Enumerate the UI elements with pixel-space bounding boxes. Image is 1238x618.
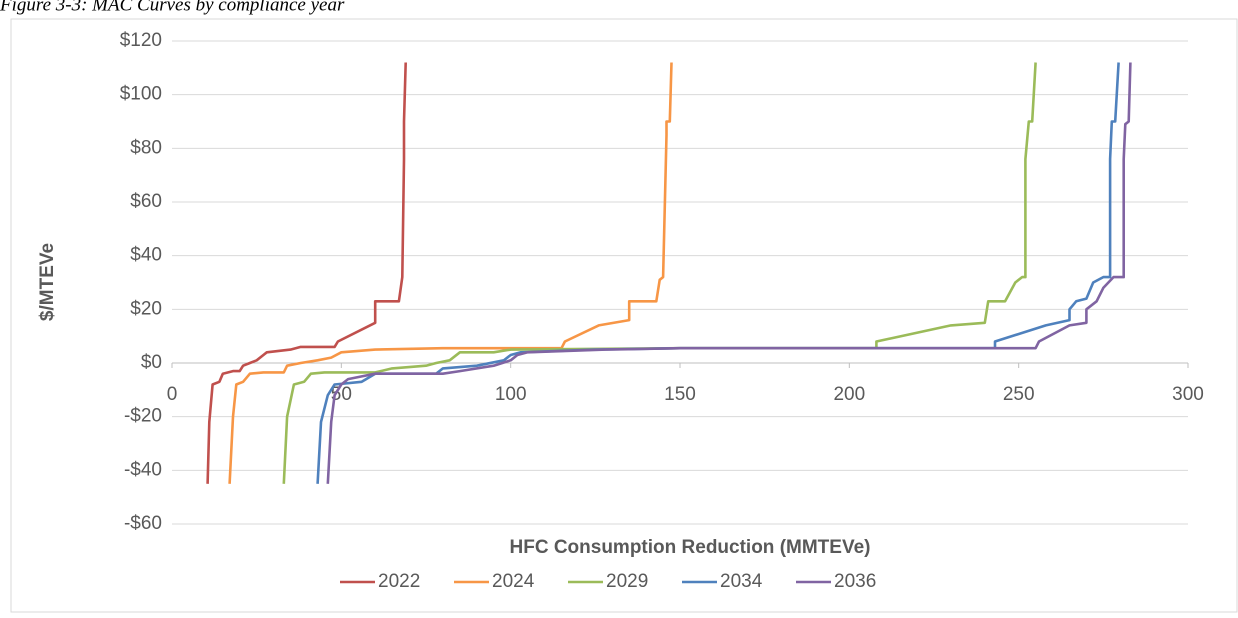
figure-caption: Figure 3-3: MAC Curves by compliance yea… bbox=[0, 0, 345, 15]
series-line bbox=[206, 62, 407, 484]
chart-frame bbox=[10, 18, 1238, 613]
x-axis-title: HFC Consumption Reduction (MMTEVe) bbox=[510, 537, 871, 558]
y-tick-label: -$60 bbox=[124, 513, 162, 534]
y-tick-label: $60 bbox=[130, 191, 162, 212]
legend-label: 2036 bbox=[834, 571, 876, 592]
series-line bbox=[228, 62, 673, 484]
y-tick-label: $80 bbox=[130, 137, 162, 158]
y-tick-label: $0 bbox=[141, 352, 162, 373]
legend-label: 2022 bbox=[378, 571, 420, 592]
x-tick-label: 200 bbox=[833, 384, 865, 405]
x-tick-label: 100 bbox=[495, 384, 527, 405]
x-tick-label: 0 bbox=[167, 384, 178, 405]
legend-label: 2029 bbox=[606, 571, 648, 592]
y-tick-label: $100 bbox=[120, 84, 162, 105]
y-tick-label: -$40 bbox=[124, 459, 162, 480]
x-tick-label: 50 bbox=[331, 384, 352, 405]
x-tick-label: 150 bbox=[664, 384, 696, 405]
y-tick-label: $120 bbox=[120, 30, 162, 51]
y-tick-label: $20 bbox=[130, 298, 162, 319]
y-axis-title: $/MTEVe bbox=[37, 243, 58, 321]
x-tick-label: 250 bbox=[1003, 384, 1035, 405]
legend-label: 2034 bbox=[720, 571, 763, 592]
x-tick-label: 300 bbox=[1172, 384, 1204, 405]
series-line bbox=[326, 62, 1132, 484]
y-tick-label: -$20 bbox=[124, 406, 162, 427]
y-tick-label: $40 bbox=[130, 245, 162, 266]
legend-label: 2024 bbox=[492, 571, 535, 592]
